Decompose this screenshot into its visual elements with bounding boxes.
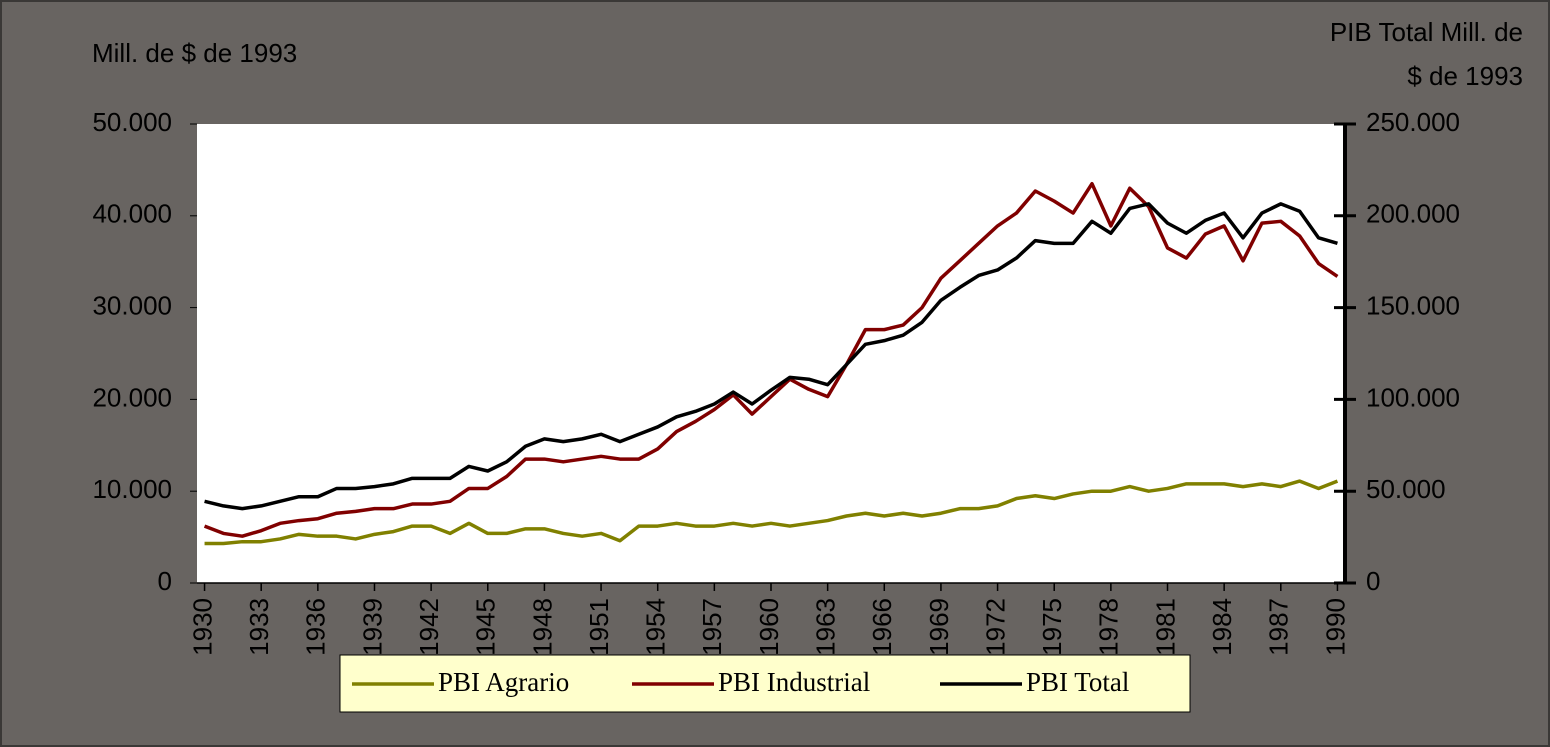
- y2-axis-label: PIB Total Mill. de: [1330, 17, 1523, 47]
- y-tick-label: 30.000: [92, 290, 172, 320]
- legend-label: PBI Industrial: [718, 667, 870, 697]
- plot-area: [197, 124, 1345, 583]
- series-line: [203, 181, 1339, 538]
- y2-tick-label: 0: [1366, 566, 1380, 596]
- x-tick-label: 1969: [924, 598, 954, 656]
- y-tick-label: 50.000: [92, 107, 172, 137]
- x-tick-label: 1990: [1320, 598, 1350, 656]
- series-line: [204, 202, 1338, 511]
- x-tick-label: 1951: [584, 598, 614, 656]
- y-axis-label: Mill. de $ de 1993: [92, 38, 297, 68]
- x-tick-label: 1984: [1207, 598, 1237, 656]
- x-tick-label: 1942: [414, 598, 444, 656]
- x-tick-label: 1939: [357, 598, 387, 656]
- x-tick-label: 1972: [980, 598, 1010, 656]
- legend-label: PBI Total: [1026, 667, 1129, 697]
- y2-tick-label: 100.000: [1366, 382, 1460, 412]
- x-tick-label: 1945: [471, 598, 501, 656]
- x-tick-label: 1981: [1150, 598, 1180, 656]
- legend: PBI Agrario PBI Industrial PBI Total: [339, 654, 1191, 713]
- x-tick-label: 1930: [187, 598, 217, 656]
- x-tick-label: 1966: [867, 598, 897, 656]
- y2-tick-label: 50.000: [1366, 474, 1446, 504]
- x-tick-label: 1936: [301, 598, 331, 656]
- legend-label: PBI Agrario: [438, 667, 569, 697]
- x-tick-label: 1978: [1094, 598, 1124, 656]
- y2-tick-label: 150.000: [1366, 290, 1460, 320]
- x-tick-label: 1960: [754, 598, 784, 656]
- y-tick-label: 20.000: [92, 382, 172, 412]
- x-tick-label: 1933: [244, 598, 274, 656]
- x-tick-label: 1954: [641, 598, 671, 656]
- x-tick-label: 1963: [811, 598, 841, 656]
- x-tick-label: 1987: [1264, 598, 1294, 656]
- x-tick-label: 1975: [1037, 598, 1067, 656]
- x-tick-label: 1948: [527, 598, 557, 656]
- y2-axis-label: $ de 1993: [1407, 61, 1523, 91]
- y-tick-label: 40.000: [92, 199, 172, 229]
- y-tick-label: 10.000: [92, 474, 172, 504]
- legend-box: [339, 654, 1191, 713]
- y2-tick-label: 200.000: [1366, 199, 1460, 229]
- series-line: [204, 479, 1339, 546]
- x-tick-label: 1957: [697, 598, 727, 656]
- y2-tick-label: 250.000: [1366, 107, 1460, 137]
- y-tick-label: 0: [158, 566, 172, 596]
